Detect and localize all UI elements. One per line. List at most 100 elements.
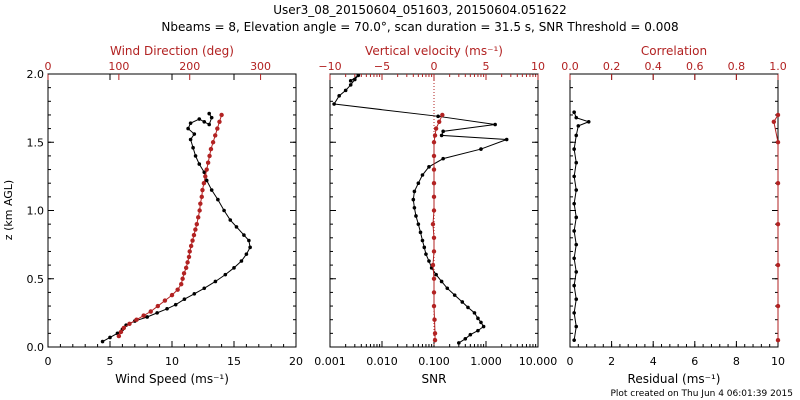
panel2-red-point [431,181,437,186]
panel1-black-point [207,122,211,127]
panel3-black-point [572,147,576,151]
panel2-black-point [348,83,353,87]
panel1-group [47,73,297,348]
panel2-black-point [472,311,477,315]
panel2-black-point [412,189,417,194]
panel2-black-point [420,238,425,243]
panel2-xtick-label: 1.000 [470,355,502,368]
y-axis-label: z (km AGL) [2,180,15,240]
panel3-black-point [572,283,576,288]
panel2-black-point [416,222,421,226]
panel2-black-point [439,133,444,138]
panel2-black-point [356,73,361,78]
panel2-black-point [434,272,438,277]
panel3-group [569,73,781,348]
panel1-red-point [193,227,198,232]
figure-title-line2: Nbeams = 8, Elevation angle = 70.0°, sca… [161,20,678,34]
panel3-black-point [572,256,576,261]
panel2-xtick-label: 0.100 [418,355,450,368]
panel2-xtick-label: 10.000 [519,355,558,368]
panel3-xtick-label: 6 [691,355,698,368]
panel2-red-point [431,303,437,309]
panel2-black-point [436,114,440,119]
panel1-red-point [190,238,195,243]
panel2-black-point [441,129,445,134]
panel3-xlabel-top: Correlation [641,44,707,58]
panel1-red-point [134,317,139,322]
panel1-xtick-top-label: 300 [250,60,271,73]
panel1-red-point [162,298,168,303]
panel3-black-point [574,270,579,274]
panel1-red-point [207,153,212,159]
panel2-red-point [437,119,442,124]
panel2-black-point [416,181,421,185]
panel2-red-point [432,133,438,138]
panel1-xtick-top-label: 0 [45,60,52,73]
panel2-black-point [479,147,483,151]
panel2-xtick-label: 0.001 [314,355,346,368]
panel1-black-point [222,208,226,213]
panel2-xtick-top-label: 10 [531,60,545,73]
panel1-red-point [179,282,184,287]
panel1-black-point [202,119,207,124]
panel1-red-point [118,329,124,335]
panel1-red-point [213,133,218,138]
panel1-black-point [202,286,207,291]
panel3-xtick-top-label: 0.4 [644,60,662,73]
panel1-black-point [247,238,251,243]
panel1-black-point [197,117,202,121]
panel2-black-point [441,156,445,161]
panel1-black-point [191,145,195,150]
panel2-red-point [431,208,437,213]
panel3-black-point [572,229,576,233]
panel1-black-point [192,132,197,136]
panel2-black-point [422,245,427,250]
panel2-black-point [463,337,468,341]
panel2-black-point [414,214,418,218]
panel2-black-point [411,197,416,202]
panel1-red-point [197,208,202,213]
panel1-xtick-label: 5 [107,355,114,368]
panel1-xlabel-top: Wind Direction (deg) [110,44,234,58]
panel2-black-point [479,320,483,325]
panel2-xtick-top-label: −10 [318,60,341,73]
panel2-red-point [433,126,439,131]
panel2-black-point [445,286,450,291]
panel2-black-point [481,324,486,329]
panel1-red-point [191,232,197,238]
panel1-red-point [180,276,185,281]
panel2-black-point [460,300,465,304]
panel2-xlabel: SNR [422,372,447,386]
panel3-black-point [574,242,579,247]
panel2-xtick-top-label: −5 [374,60,390,73]
panel1-black-point [242,233,246,237]
panel3-xtick-top-label: 0.6 [686,60,704,73]
panel2-black-series-line [333,74,507,344]
panel2-black-point [353,77,357,82]
panel2-red-point [431,167,437,172]
panel3-xtick-label: 8 [733,355,740,368]
panel1-black-point [186,126,190,131]
panel2-black-point [476,328,480,333]
panel2-red-point [431,290,437,295]
panel1-black-point [216,197,220,202]
panel1-red-point [210,140,216,145]
panel2-black-point [452,293,457,297]
ytick-label: 0.0 [27,341,45,354]
panel1-black-point [232,266,236,270]
ytick-label: 0.5 [27,273,45,286]
panel3-black-point [574,133,579,138]
panel2-red-point [431,235,437,240]
panel2-red-point [432,331,438,336]
panel3-black-point [574,215,579,220]
panel1-black-point [173,302,178,307]
panel3-red-point [775,262,781,268]
panel3-xtick-top-label: 1.0 [769,60,787,73]
panel1-black-point [239,259,244,263]
panel2-black-point [427,165,431,169]
ytick-label: 1.0 [27,205,45,218]
plot-footer: Plot created on Thu Jun 4 06:01:39 2015 [610,389,793,399]
panel1-black-point [108,335,112,340]
panel1-black-point [165,306,169,311]
panel1-black-point [155,311,159,315]
